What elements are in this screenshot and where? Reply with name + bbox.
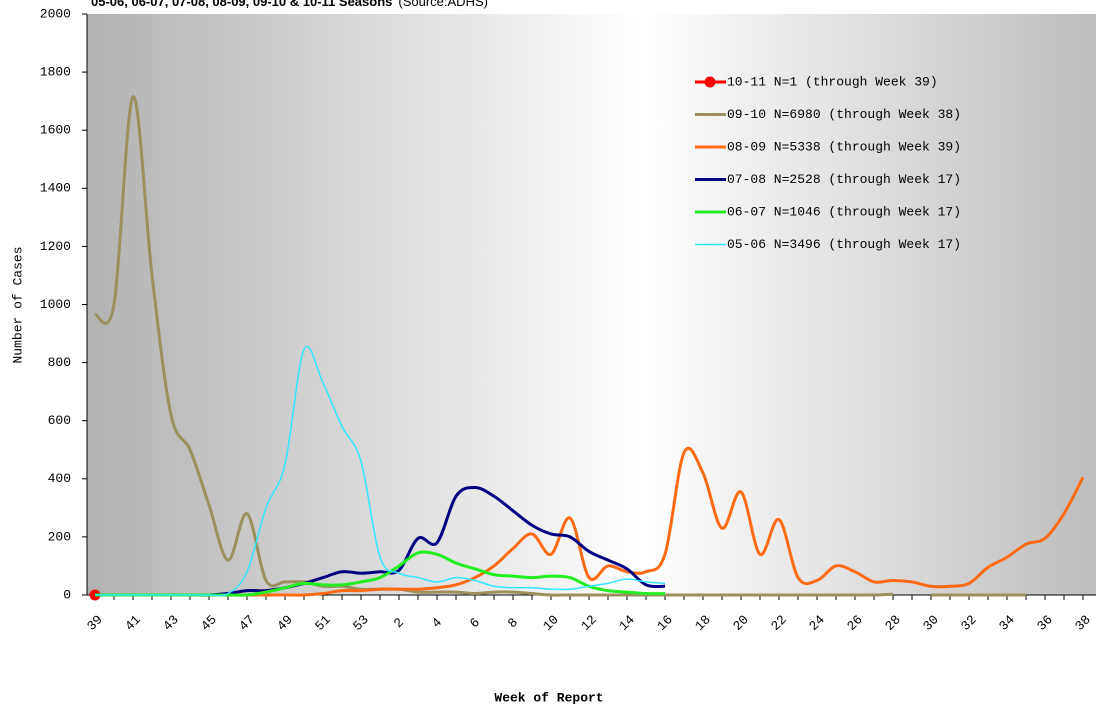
x-tick-label: 45	[198, 612, 220, 634]
x-tick-label: 28	[882, 612, 904, 634]
legend-marker	[704, 76, 716, 88]
x-tick-label: 24	[806, 612, 828, 634]
series-line	[95, 345, 666, 597]
x-tick-label: 51	[312, 612, 334, 634]
x-tick-label: 47	[236, 612, 258, 634]
x-tick-label: 49	[274, 612, 296, 634]
source: (Source:ADHS)	[398, 0, 488, 9]
legend-label: 10-11 N=1 (through Week 39)	[727, 74, 938, 89]
x-tick-label: 18	[692, 612, 714, 634]
x-tick-label: 32	[958, 612, 980, 634]
y-tick-label: 800	[48, 355, 71, 370]
y-axis-title: Number of Cases	[10, 246, 25, 363]
y-tick-label: 1400	[40, 181, 71, 196]
x-tick-label: 43	[160, 612, 182, 634]
legend-label: 08-09 N=5338 (through Week 39)	[727, 139, 961, 154]
x-tick-label: 36	[1034, 612, 1056, 634]
x-tick-label: 8	[505, 615, 521, 631]
y-tick-label: 1600	[40, 123, 71, 138]
x-tick-label: 26	[844, 612, 866, 634]
y-tick-label: 1800	[40, 65, 71, 80]
y-tick-label: 1000	[40, 297, 71, 312]
x-tick-label: 4	[429, 615, 445, 631]
chart-title: 05-06, 06-07, 07-08, 08-09, 09-10 & 10-1…	[91, 0, 392, 9]
y-tick-label: 600	[48, 413, 71, 428]
series-line	[95, 446, 1085, 597]
y-tick-label: 0	[63, 587, 71, 602]
legend-label: 09-10 N=6980 (through Week 38)	[727, 107, 961, 122]
legend-label: 07-08 N=2528 (through Week 17)	[727, 172, 961, 187]
x-tick-label: 6	[467, 615, 483, 631]
legend-label: 05-06 N=3496 (through Week 17)	[727, 237, 961, 252]
x-tick-label: 16	[654, 612, 676, 634]
y-tick-label: 200	[48, 529, 71, 544]
x-tick-label: 41	[122, 612, 144, 634]
x-tick-label: 10	[540, 612, 562, 634]
x-tick-label: 30	[920, 612, 942, 634]
x-tick-label: 2	[391, 615, 407, 631]
y-tick-label: 2000	[40, 6, 71, 21]
legend-label: 06-07 N=1046 (through Week 17)	[727, 204, 961, 219]
x-tick-label: 20	[730, 612, 752, 634]
x-tick-label: 12	[578, 612, 600, 634]
y-tick-label: 1200	[40, 239, 71, 254]
x-tick-label: 39	[84, 612, 106, 634]
x-tick-label: 34	[996, 612, 1018, 634]
x-tick-label: 53	[350, 612, 372, 634]
plot-area	[87, 14, 1096, 595]
x-tick-label: 22	[768, 612, 790, 634]
x-axis-title: Week of Report	[494, 690, 603, 705]
chart-title-line: 05-06, 06-07, 07-08, 08-09, 09-10 & 10-1…	[91, 0, 488, 9]
x-tick-label: 14	[616, 612, 638, 634]
y-tick-label: 400	[48, 471, 71, 486]
series-line	[93, 95, 1026, 597]
x-tick-label: 38	[1072, 612, 1094, 634]
